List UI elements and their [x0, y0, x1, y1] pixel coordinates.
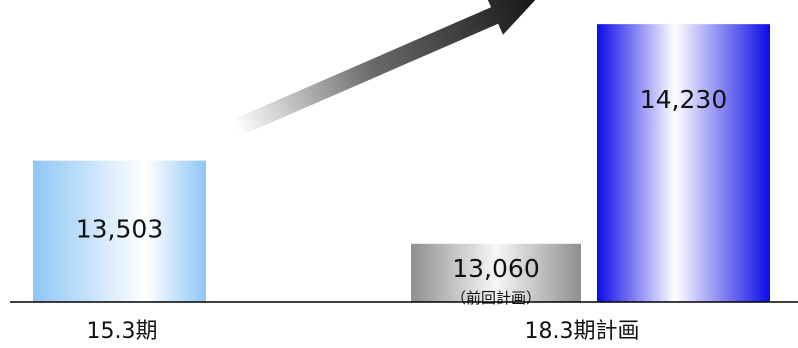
bar-18-3-plan: [597, 24, 770, 302]
bar-15-3: [33, 160, 206, 302]
bar-18-3-previous-plan-sublabel: （前回計画）: [451, 289, 541, 307]
bar-18-3-plan-value-label: 14,230: [640, 85, 727, 114]
growth-arrow: [232, 0, 539, 137]
bar-18-3-previous-plan: [411, 243, 581, 302]
bar-18-3-previous-plan-value-label: 13,060: [452, 254, 539, 283]
bar-15-3-value-label: 13,503: [76, 214, 163, 243]
bars-layer: 13,503 13,060 （前回計画） 14,230: [33, 24, 770, 307]
x-tick-label-15-3: 15.3期: [87, 319, 158, 344]
x-tick-label-18-3-plan: 18.3期計画: [525, 319, 640, 344]
